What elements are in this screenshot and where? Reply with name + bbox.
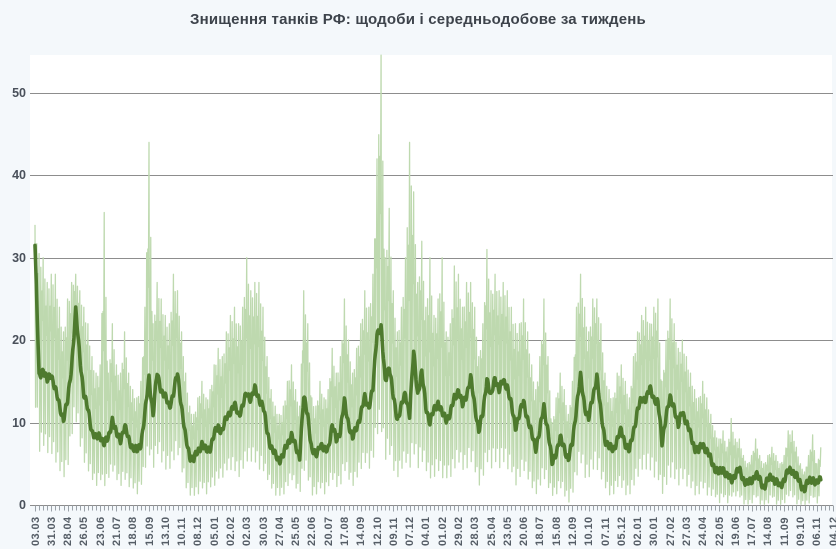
x-tick-label: 30.03 <box>257 516 270 546</box>
x-tick-label: 28.03 <box>469 516 482 546</box>
x-tick-label: 26.05 <box>78 516 91 546</box>
x-tick-label: 27.03 <box>680 516 693 546</box>
x-tick-label: 10.11 <box>176 517 189 546</box>
x-tick-label: 15.08 <box>550 516 563 546</box>
x-tick-label: 02.02 <box>224 516 237 546</box>
x-tick-label: 27.04 <box>273 516 286 546</box>
x-tick-label: 18.07 <box>534 516 547 546</box>
y-tick-label: 30 <box>12 250 26 265</box>
x-tick-label: 15.09 <box>143 516 156 546</box>
x-tick-label: 29.02 <box>452 516 465 546</box>
x-tick-label: 03.03 <box>29 516 42 546</box>
x-tick-label: 14.09 <box>355 516 368 546</box>
x-tick-label: 01.02 <box>436 516 449 546</box>
x-tick-label: 09.10 <box>794 516 807 546</box>
x-tick-label: 05.01 <box>208 516 221 546</box>
x-tick-label: 05.12 <box>615 516 628 546</box>
x-tick-label: 20.06 <box>518 516 531 546</box>
x-tick-label: 14.08 <box>762 516 775 546</box>
x-tick-label: 08.12 <box>192 516 205 546</box>
x-tick-label: 13.10 <box>159 516 172 546</box>
x-tick-label: 23.06 <box>94 516 107 546</box>
x-tick-label: 30.01 <box>648 516 661 546</box>
x-tick-label: 12.09 <box>566 516 579 546</box>
x-tick-label: 21.07 <box>110 516 123 546</box>
x-tick-label: 17.07 <box>746 516 759 546</box>
x-tick-label: 25.05 <box>290 516 303 546</box>
x-tick-label: 10.10 <box>583 516 596 546</box>
x-tick-label: 11.09 <box>778 517 791 546</box>
x-tick-label: 22.05 <box>713 516 726 546</box>
y-tick-label: 20 <box>12 333 26 348</box>
x-tick-label: 07.11 <box>599 517 612 546</box>
x-tick-label: 07.12 <box>404 516 417 546</box>
y-tick-label: 10 <box>12 415 26 430</box>
x-tick-label: 18.08 <box>127 516 140 546</box>
x-tick-label: 28.04 <box>62 516 75 546</box>
x-tick-label: 02.01 <box>632 516 645 546</box>
x-tick-label: 31.03 <box>45 516 58 546</box>
x-tick-label: 22.06 <box>306 516 319 546</box>
x-tick-label: 25.04 <box>485 516 498 546</box>
x-tick-label: 04.01 <box>420 516 433 546</box>
x-tick-label: 02.03 <box>241 516 254 546</box>
x-tick-label: 19.06 <box>729 516 742 546</box>
x-tick-label: 24.04 <box>697 516 710 546</box>
x-tick-label: 20.07 <box>322 516 335 546</box>
x-tick-label: 12.10 <box>371 516 384 546</box>
y-tick-label: 0 <box>19 498 26 512</box>
x-tick-label: 17.08 <box>338 516 351 546</box>
y-tick-label: 40 <box>12 168 26 183</box>
x-tick-label: 04.12 <box>827 516 836 546</box>
y-tick-label: 50 <box>12 86 26 100</box>
x-tick-label: 09.11 <box>387 517 400 546</box>
x-tick-label: 27.02 <box>664 516 677 546</box>
x-tick-label: 23.05 <box>501 516 514 546</box>
x-tick-label: 06.11 <box>811 517 824 546</box>
